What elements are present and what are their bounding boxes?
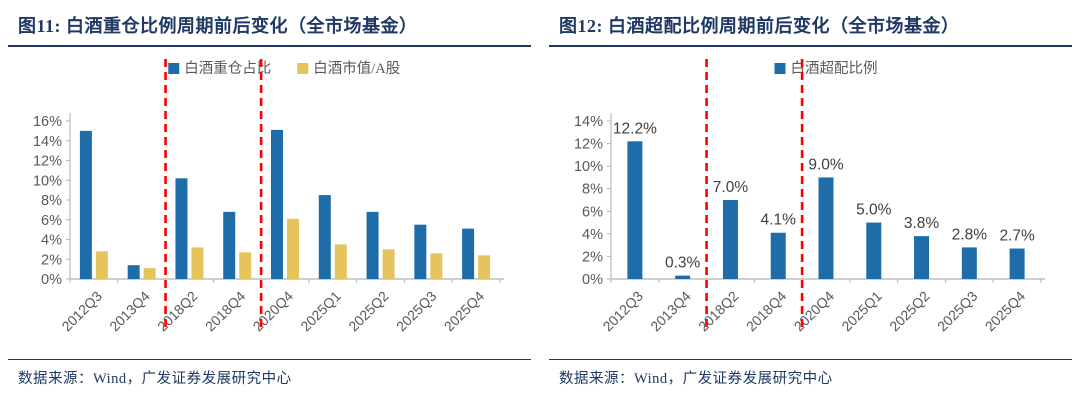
- x-tick-label: 2020Q4: [791, 288, 838, 335]
- data-label: 12.2%: [613, 120, 657, 137]
- legend-swatch: [774, 63, 786, 74]
- y-tick-label: 14%: [33, 134, 62, 150]
- x-tick-label: 2013Q4: [106, 288, 153, 335]
- bar: [722, 200, 738, 279]
- bar: [675, 275, 691, 279]
- y-tick-label: 12%: [574, 137, 603, 153]
- data-source-note: 数据来源：Wind，广发证券发展研究中心: [8, 359, 531, 388]
- y-tick-label: 4%: [582, 227, 603, 243]
- x-tick-label: 2025Q2: [345, 288, 392, 335]
- y-tick-label: 12%: [33, 154, 62, 170]
- data-label: 2.8%: [952, 226, 988, 243]
- bar: [239, 252, 252, 279]
- y-tick-label: 16%: [33, 114, 62, 130]
- data-label: 5.0%: [856, 202, 892, 219]
- y-tick-label: 14%: [574, 114, 603, 130]
- legend-label: 白酒市值/A股: [313, 60, 400, 77]
- y-tick-label: 6%: [41, 213, 62, 229]
- legend-label: 白酒超配比例: [791, 60, 878, 77]
- y-tick-label: 6%: [582, 204, 603, 220]
- bar: [79, 130, 92, 279]
- bar: [287, 218, 299, 279]
- data-label: 0.3%: [665, 255, 701, 272]
- x-tick-label: 2018Q4: [202, 288, 249, 335]
- legend-swatch: [168, 63, 180, 74]
- bar: [223, 211, 236, 279]
- panel-figure-12: 图12: 白酒超配比例周期前后变化（全市场基金） 0% 2% 4% 6% 8% 10% 12…: [549, 6, 1072, 401]
- bar: [334, 244, 347, 279]
- x-tick-label: 2018Q4: [743, 288, 790, 335]
- bar: [770, 232, 786, 279]
- x-tick-label: 2018Q2: [154, 288, 201, 335]
- x-tick-label: 2025Q1: [838, 288, 885, 335]
- bar: [175, 178, 188, 279]
- y-tick-label: 4%: [41, 233, 62, 249]
- x-tick-label: 2025Q3: [393, 288, 440, 335]
- y-tick-label: 0%: [41, 272, 62, 288]
- data-label: 2.7%: [999, 228, 1035, 245]
- bar: [462, 228, 475, 279]
- bar: [961, 247, 977, 279]
- bar: [414, 224, 427, 279]
- bar: [191, 247, 204, 279]
- data-label: 9.0%: [808, 156, 844, 173]
- panel-figure-11: 图11: 白酒重仓比例周期前后变化（全市场基金） 0% 2% 4% 6% 8% 10% 12…: [8, 6, 531, 401]
- bar: [627, 141, 643, 279]
- bar: [127, 265, 140, 279]
- bar: [478, 255, 491, 279]
- bar: [382, 249, 395, 279]
- x-tick-label: 2025Q3: [934, 288, 981, 335]
- bar: [143, 268, 156, 279]
- chart-title: 图12: 白酒超配比例周期前后变化（全市场基金）: [549, 6, 1072, 47]
- chart-overweight-ratio: 0% 2% 4% 6% 8% 10% 12% 14% 2012Q3 2013Q4 2018Q2 201…: [549, 47, 1072, 359]
- x-tick-label: 2025Q2: [886, 288, 933, 335]
- y-tick-label: 2%: [41, 252, 62, 268]
- x-tick-label: 2012Q3: [58, 288, 105, 335]
- x-tick-label: 2020Q4: [250, 288, 297, 335]
- data-source-note: 数据来源：Wind，广发证券发展研究中心: [549, 359, 1072, 388]
- legend-label: 白酒重仓占比: [184, 60, 271, 77]
- bar: [1009, 248, 1025, 279]
- y-tick-label: 0%: [582, 272, 603, 288]
- bar: [318, 195, 331, 279]
- legend-swatch: [297, 63, 309, 74]
- chart-title: 图11: 白酒重仓比例周期前后变化（全市场基金）: [8, 6, 531, 47]
- data-label: 3.8%: [904, 215, 940, 232]
- bar: [818, 177, 834, 279]
- data-label: 4.1%: [761, 212, 797, 229]
- y-tick-label: 2%: [582, 249, 603, 265]
- bar: [95, 251, 108, 279]
- y-tick-label: 10%: [574, 159, 603, 175]
- bar: [430, 253, 443, 279]
- data-label: 7.0%: [713, 179, 749, 196]
- x-tick-label: 2018Q2: [695, 288, 742, 335]
- y-tick-label: 10%: [33, 173, 62, 189]
- x-tick-label: 2013Q4: [647, 288, 694, 335]
- bar: [914, 236, 930, 279]
- y-tick-label: 8%: [582, 182, 603, 198]
- bar-chart-overweight: 0% 2% 4% 6% 8% 10% 12% 14% 2012Q3 2013Q4 2018Q2 201…: [574, 59, 1045, 335]
- y-tick-label: 8%: [41, 193, 62, 209]
- bar: [366, 211, 379, 279]
- x-tick-label: 2025Q4: [982, 288, 1029, 335]
- bar: [271, 129, 283, 279]
- bar-chart-heavy-position: 0% 2% 4% 6% 8% 10% 12% 14% 16% 2012Q3 2013Q4 2018Q2…: [33, 59, 504, 335]
- x-tick-label: 2012Q3: [599, 288, 646, 335]
- chart-heavy-position-ratio: 0% 2% 4% 6% 8% 10% 12% 14% 16% 2012Q3 2013Q4 2018Q2…: [8, 47, 531, 359]
- bar: [866, 222, 882, 279]
- x-tick-label: 2025Q4: [441, 288, 488, 335]
- x-tick-label: 2025Q1: [297, 288, 344, 335]
